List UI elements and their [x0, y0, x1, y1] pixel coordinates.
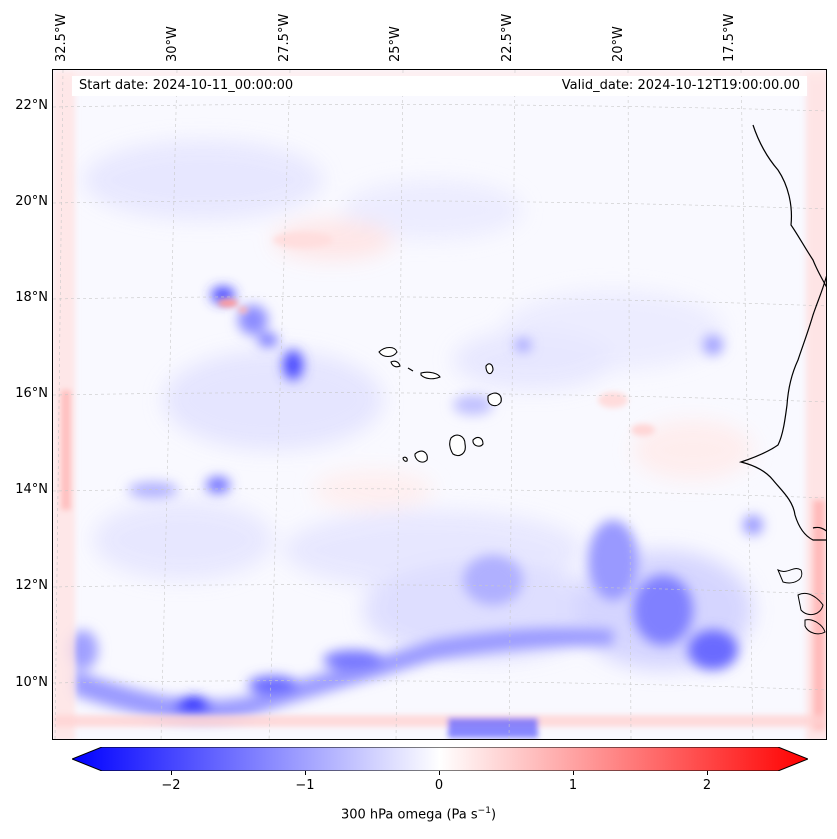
lon-label-22-5w: 22.5°W — [500, 13, 515, 62]
colorbar-tick-label: 2 — [702, 778, 712, 793]
colorbar-gradient — [70, 746, 810, 772]
colorbar-label-text: 300 hPa omega (Pa s — [340, 807, 478, 823]
coastal-islands-south — [804, 619, 826, 635]
colorbar-tick-label: −1 — [295, 778, 315, 793]
lat-label-16n: 16°N — [15, 386, 48, 401]
lat-label-20n: 20°N — [15, 194, 48, 209]
map-panel — [52, 69, 827, 740]
graticule — [53, 70, 826, 739]
date-annotation-bar: Start date: 2024-10-11_00:00:00 Valid_da… — [72, 76, 807, 96]
island-boa-vista — [487, 392, 502, 407]
omega-ascent-features — [68, 287, 763, 722]
colorbar-tick-label: 1 — [568, 778, 578, 793]
lon-label-32-5w: 32.5°W — [54, 13, 69, 62]
start-date-label: Start date: 2024-10-11_00:00:00 — [79, 78, 294, 93]
colorbar-tickmark — [305, 771, 306, 775]
colorbar — [70, 746, 810, 772]
africa-coastline — [738, 275, 826, 541]
omega-descent-features — [218, 232, 655, 436]
island-sao-vicente — [390, 360, 401, 368]
island-maio — [472, 436, 484, 447]
island-santa-luzia — [407, 367, 414, 372]
island-fogo — [414, 450, 428, 463]
colorbar-label-exponent: −1 — [477, 806, 491, 816]
colorbar-label: 300 hPa omega (Pa s−1) — [0, 806, 837, 822]
lat-label-18n: 18°N — [15, 290, 48, 305]
lat-label-22n: 22°N — [15, 98, 48, 113]
omega-field — [53, 70, 826, 739]
island-sal — [485, 363, 494, 375]
colorbar-tickmark — [439, 771, 440, 775]
lon-label-27-5w: 27.5°W — [277, 13, 292, 62]
colorbar-tickmark — [171, 771, 172, 775]
coastline-north-segment — [752, 124, 826, 288]
lat-label-14n: 14°N — [15, 482, 48, 497]
island-brava — [402, 456, 408, 462]
lon-label-17-5w: 17.5°W — [722, 13, 737, 62]
boundary-frame-artifacts — [53, 70, 826, 739]
guinea-bissau-islands — [777, 568, 803, 584]
island-sao-nicolau — [420, 371, 441, 380]
lon-label-20w: 20°W — [611, 26, 626, 62]
lon-label-30w: 30°W — [165, 26, 180, 62]
colorbar-label-suffix: ) — [490, 807, 497, 823]
lat-label-12n: 12°N — [15, 578, 48, 593]
bijagos-islands — [797, 592, 824, 616]
island-santiago — [449, 434, 466, 457]
colorbar-tick-label: 0 — [434, 778, 444, 793]
cape-verde-islands — [378, 346, 502, 463]
lon-label-25w: 25°W — [388, 26, 403, 62]
colorbar-tickmark — [707, 771, 708, 775]
lat-label-10n: 10°N — [15, 675, 48, 690]
colorbar-tickmark — [573, 771, 574, 775]
colorbar-tick-label: −2 — [161, 778, 181, 793]
valid-date-label: Valid_date: 2024-10-12T19:00:00.00 — [561, 78, 800, 93]
island-santo-antao — [378, 346, 398, 358]
gambia-outline — [812, 526, 826, 532]
